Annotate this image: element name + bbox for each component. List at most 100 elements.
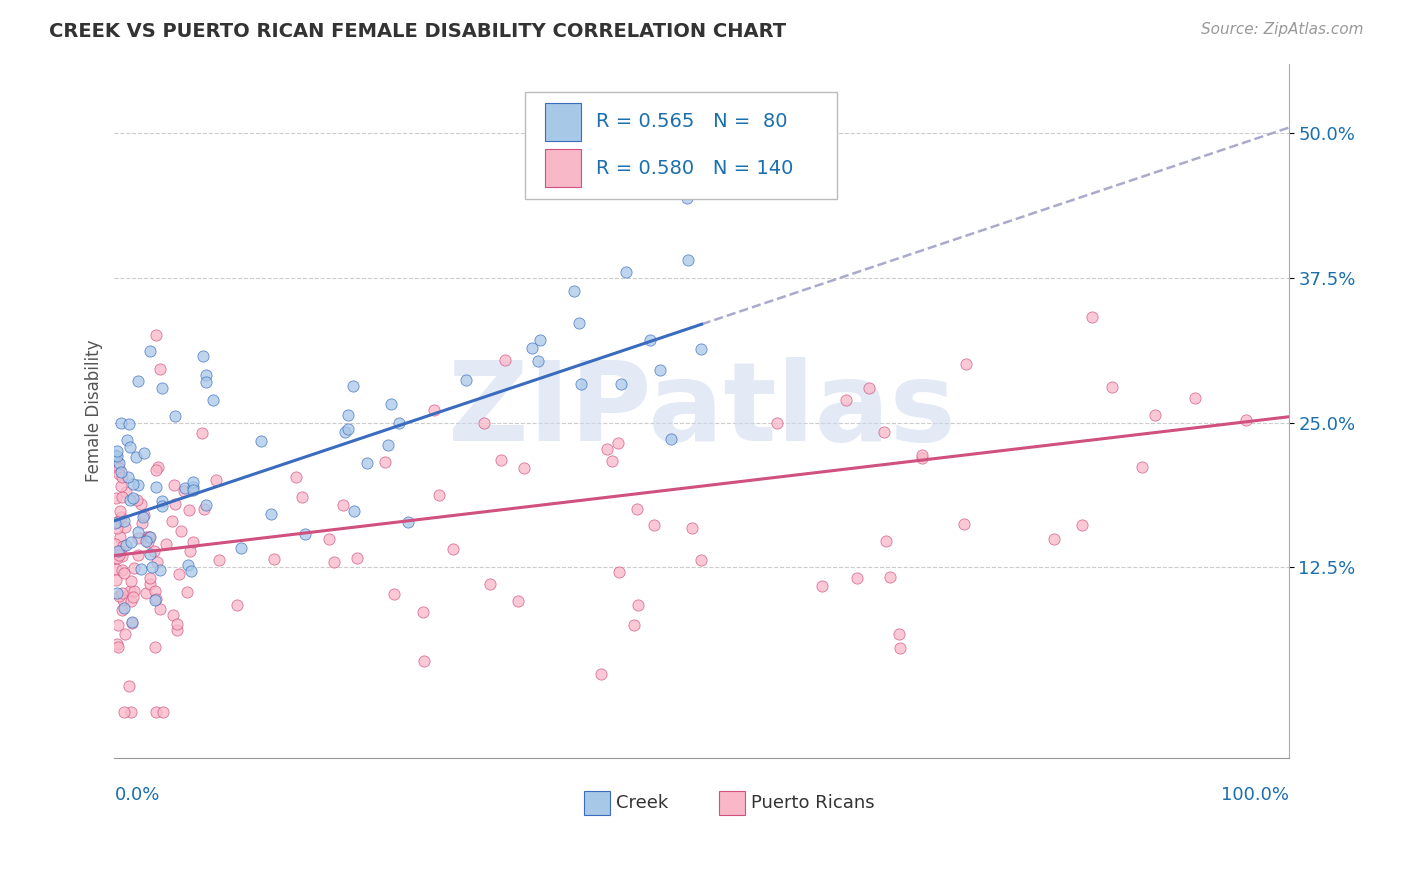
Text: 0.0%: 0.0% bbox=[114, 786, 160, 804]
Point bbox=[143, 593, 166, 607]
Point bbox=[132, 510, 155, 524]
Point bbox=[911, 448, 934, 462]
Point bbox=[181, 483, 204, 497]
Point bbox=[111, 602, 134, 616]
Point bbox=[134, 446, 156, 460]
Point bbox=[110, 544, 132, 558]
Point bbox=[193, 502, 215, 516]
Point bbox=[638, 333, 661, 347]
Point bbox=[111, 592, 134, 607]
Point bbox=[952, 517, 974, 532]
Point bbox=[104, 516, 127, 531]
Point bbox=[955, 357, 977, 371]
Point bbox=[291, 490, 314, 504]
Point bbox=[132, 508, 155, 523]
Point bbox=[139, 530, 162, 544]
Point bbox=[173, 481, 195, 495]
Point bbox=[342, 379, 364, 393]
Point bbox=[135, 530, 157, 544]
Point bbox=[136, 535, 159, 549]
Point bbox=[911, 450, 934, 465]
Point bbox=[122, 583, 145, 598]
Point bbox=[513, 460, 536, 475]
Point bbox=[105, 444, 128, 458]
Point bbox=[105, 521, 128, 535]
Point bbox=[149, 602, 172, 616]
Point bbox=[111, 586, 134, 600]
Point bbox=[141, 560, 163, 574]
Point bbox=[177, 558, 200, 572]
Point bbox=[107, 456, 129, 470]
Point bbox=[627, 599, 650, 613]
Point bbox=[1143, 409, 1166, 423]
Point bbox=[108, 548, 131, 562]
Point bbox=[889, 641, 911, 656]
Point bbox=[318, 532, 340, 546]
Point bbox=[105, 586, 128, 600]
Point bbox=[811, 579, 834, 593]
Point bbox=[643, 518, 665, 533]
Text: Creek: Creek bbox=[616, 794, 668, 812]
Point bbox=[131, 497, 153, 511]
Point bbox=[1071, 518, 1094, 533]
Point bbox=[122, 561, 145, 575]
Point bbox=[478, 577, 501, 591]
Point bbox=[120, 594, 142, 608]
Point bbox=[115, 433, 138, 447]
Text: ZIPatlas: ZIPatlas bbox=[447, 358, 956, 465]
Point bbox=[112, 514, 135, 528]
Point bbox=[1184, 391, 1206, 405]
Point bbox=[145, 463, 167, 477]
Point bbox=[170, 524, 193, 538]
Point bbox=[118, 417, 141, 432]
Point bbox=[143, 640, 166, 654]
Point bbox=[138, 548, 160, 562]
Point bbox=[118, 492, 141, 507]
Point bbox=[343, 503, 366, 517]
Point bbox=[491, 453, 513, 467]
Point bbox=[125, 493, 148, 508]
Point bbox=[107, 618, 129, 632]
Point bbox=[145, 480, 167, 494]
Point bbox=[110, 509, 132, 524]
Point bbox=[294, 527, 316, 541]
Point bbox=[412, 605, 434, 619]
Point bbox=[121, 616, 143, 631]
Point bbox=[135, 533, 157, 548]
Point bbox=[104, 536, 127, 550]
Point bbox=[336, 422, 359, 436]
Point bbox=[131, 562, 153, 576]
Point bbox=[412, 654, 434, 668]
Point bbox=[181, 535, 204, 549]
Point bbox=[333, 425, 356, 439]
Point bbox=[179, 544, 201, 558]
Point bbox=[529, 333, 551, 347]
Point bbox=[165, 498, 187, 512]
Point bbox=[191, 426, 214, 441]
Point bbox=[107, 543, 129, 558]
Point bbox=[522, 341, 544, 355]
Point bbox=[858, 381, 880, 395]
Point bbox=[879, 569, 901, 583]
Point bbox=[107, 461, 129, 475]
Point bbox=[152, 705, 174, 719]
Point bbox=[527, 354, 550, 368]
Point bbox=[111, 470, 134, 484]
Point bbox=[346, 551, 368, 566]
Point bbox=[626, 501, 648, 516]
Point bbox=[127, 548, 149, 562]
Point bbox=[260, 507, 283, 521]
Point bbox=[614, 265, 637, 279]
Point bbox=[834, 392, 856, 407]
Point bbox=[1081, 310, 1104, 324]
Point bbox=[138, 530, 160, 544]
Point bbox=[873, 425, 896, 440]
Point bbox=[845, 571, 868, 585]
Point bbox=[176, 585, 198, 599]
Point bbox=[332, 498, 354, 512]
Point bbox=[110, 530, 132, 544]
Point bbox=[114, 485, 136, 500]
Point bbox=[181, 475, 204, 490]
Point bbox=[589, 667, 612, 681]
Point bbox=[600, 454, 623, 468]
